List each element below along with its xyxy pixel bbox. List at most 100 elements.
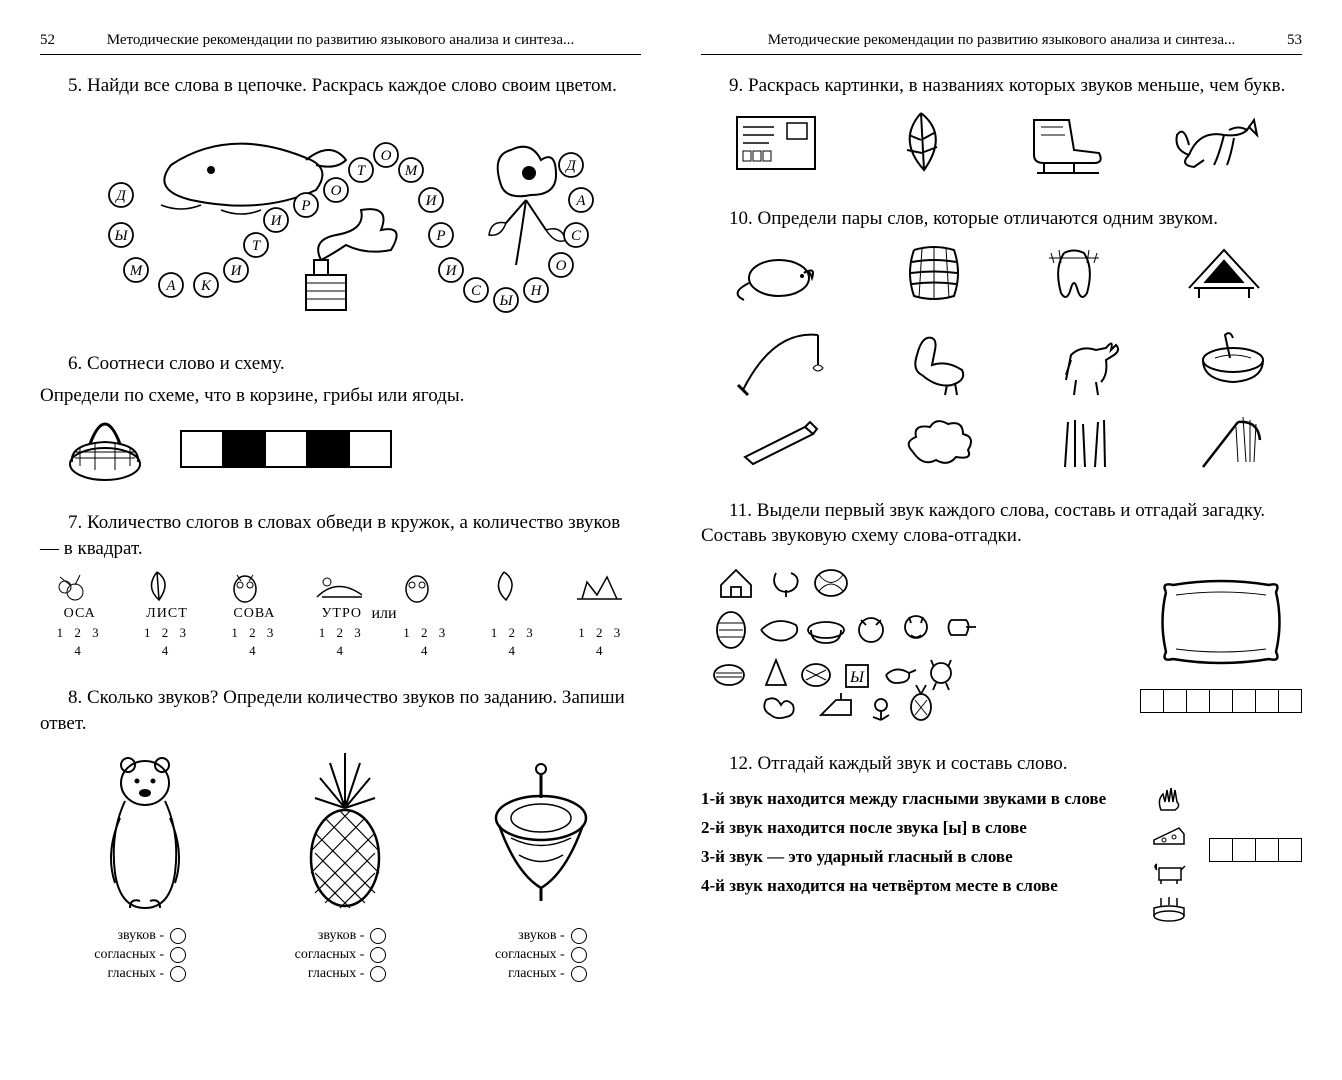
- riddle-icons: Ы: [701, 555, 1061, 725]
- svg-text:А: А: [575, 193, 586, 209]
- task-6-text-a: 6. Соотнеси слово и схему.: [40, 351, 641, 377]
- hand-icon: [1149, 782, 1189, 814]
- task-5: 5. Найди все слова в цепочке. Раскрась к…: [40, 73, 641, 339]
- task-7-text: 7. Количество слогов в словах обведи в к…: [40, 510, 641, 561]
- svg-text:К: К: [200, 278, 212, 294]
- svg-text:С: С: [570, 228, 581, 244]
- envelope-icon: [729, 105, 824, 180]
- blank-2: 1 2 3 4: [484, 567, 543, 659]
- task-9-text: 9. Раскрась картинки, в названиях которы…: [701, 73, 1302, 99]
- svg-text:И: И: [269, 213, 282, 229]
- roof-icon: [1179, 238, 1269, 308]
- task-9-illustration: [701, 105, 1302, 180]
- task-6-text-b: Определи по схеме, что в корзине, грибы …: [40, 383, 641, 409]
- barrel-icon: [894, 238, 974, 308]
- running-head-right: Методические рекомендации по развитию яз…: [741, 30, 1262, 50]
- task-7-or: или: [371, 603, 396, 625]
- task-12: 12. Отгадай каждый звук и составь слово.…: [701, 751, 1302, 925]
- cow-icon: [1149, 856, 1189, 886]
- task-9: 9. Раскрась картинки, в названиях которы…: [701, 73, 1302, 194]
- task-8-bear: [80, 743, 210, 913]
- task-8-top: [481, 743, 601, 913]
- word-utro: УТРО 1 2 3 4: [312, 567, 371, 659]
- pillow-icon: [1151, 567, 1291, 677]
- cheese-icon: [1149, 820, 1189, 850]
- book-spread: 52 Методические рекомендации по развитию…: [0, 0, 1342, 1080]
- task-8-pineapple: [290, 743, 400, 913]
- sound-block-2: звуков - согласных - гласных -: [295, 927, 387, 984]
- svg-text:Д: Д: [114, 188, 127, 204]
- reeds-icon: [1050, 412, 1120, 472]
- task-12-body: 1-й звук находится между гласными звукам…: [701, 782, 1302, 924]
- word-sova: СОВА 1 2 3 4: [225, 567, 284, 659]
- svg-text:И: И: [229, 263, 242, 279]
- task-10-illustration: [701, 238, 1302, 472]
- skates-icon: [1019, 105, 1114, 180]
- task-8: 8. Сколько звуков? Определи количество з…: [40, 685, 641, 983]
- svg-text:А: А: [165, 278, 176, 294]
- svg-text:О: О: [380, 148, 391, 164]
- task-12-text: 12. Отгадай каждый звук и составь слово.: [701, 751, 1302, 777]
- task-6: 6. Соотнеси слово и схему. Определи по с…: [40, 351, 641, 498]
- task-11-answer: [1140, 567, 1302, 713]
- tooth-icon: [1039, 238, 1114, 308]
- sound-block-1: звуков - согласных - гласных -: [94, 927, 186, 984]
- pen-icon: [735, 412, 830, 472]
- porridge-icon: [1195, 320, 1270, 400]
- svg-text:Н: Н: [529, 283, 542, 299]
- task-7-left-group: ОСА 1 2 3 4 ЛИСТ 1 2 3 4 СОВА 1 2 3 4: [50, 567, 371, 659]
- page-left: 52 Методические рекомендации по развитию…: [40, 30, 641, 1050]
- svg-text:Ы: Ы: [113, 228, 128, 244]
- task-8-labels-row: звуков - согласных - гласных - звуков - …: [40, 927, 641, 984]
- scythe-icon: [1188, 412, 1268, 472]
- sound-scheme: [180, 430, 392, 468]
- task-10-text: 10. Определи пары слов, которые отличают…: [701, 206, 1302, 232]
- goose-icon: [897, 320, 982, 400]
- basket-icon: [60, 414, 150, 484]
- task-6-illustration: [40, 414, 641, 484]
- answer-boxes-7: [1140, 689, 1302, 713]
- svg-text:Ы: Ы: [498, 293, 513, 309]
- goat-icon: [1046, 320, 1131, 400]
- clue-4: 4-й звук находится на четвёртом месте в …: [701, 875, 1129, 898]
- task-8-text: 8. Сколько звуков? Определи количество з…: [40, 685, 641, 736]
- task-11: 11. Выдели первый звук каждого слова, со…: [701, 498, 1302, 739]
- leaf-icon: [879, 105, 964, 180]
- answer-boxes-4: [1209, 838, 1302, 862]
- svg-text:Д: Д: [564, 158, 577, 174]
- task-11-illustration: Ы: [701, 555, 1302, 725]
- page-number-left: 52: [40, 30, 80, 50]
- blank-3: 1 2 3 4: [572, 567, 631, 659]
- svg-text:И: И: [424, 193, 437, 209]
- word-osa: ОСА 1 2 3 4: [50, 567, 109, 659]
- task-5-text: 5. Найди все слова в цепочке. Раскрась к…: [40, 73, 641, 99]
- task-7-illustration: ОСА 1 2 3 4 ЛИСТ 1 2 3 4 СОВА 1 2 3 4: [40, 567, 641, 659]
- clue-1: 1-й звук находится между гласными звукам…: [701, 788, 1129, 811]
- svg-text:С: С: [470, 283, 481, 299]
- task-12-icons: [1149, 782, 1189, 924]
- running-head-left: Методические рекомендации по развитию яз…: [80, 30, 601, 50]
- fishing-rod-icon: [733, 320, 833, 400]
- task-11-text: 11. Выдели первый звук каждого слова, со…: [701, 498, 1302, 549]
- cake-icon: [1149, 892, 1189, 924]
- page-right: Методические рекомендации по развитию яз…: [701, 30, 1302, 1050]
- svg-text:О: О: [330, 183, 341, 199]
- svg-text:Ы: Ы: [849, 669, 865, 686]
- svg-text:Р: Р: [435, 228, 445, 244]
- rat-icon: [734, 238, 829, 308]
- word-list: ЛИСТ 1 2 3 4: [137, 567, 196, 659]
- clue-2: 2-й звук находится после звука [ы] в сло…: [701, 817, 1129, 840]
- task-10: 10. Определи пары слов, которые отличают…: [701, 206, 1302, 486]
- page-header-left: 52 Методические рекомендации по развитию…: [40, 30, 641, 55]
- svg-text:Р: Р: [300, 198, 310, 214]
- cloud-icon: [898, 412, 983, 472]
- fox-icon: [1169, 105, 1274, 180]
- svg-text:М: М: [128, 263, 143, 279]
- task-12-clues: 1-й звук находится между гласными звукам…: [701, 782, 1129, 904]
- task-7-right-group: 1 2 3 4 1 2 3 4 1 2 3 4: [397, 567, 631, 659]
- blank-1: 1 2 3 4: [397, 567, 456, 659]
- clue-3: 3-й звук — это ударный гласный в слове: [701, 846, 1129, 869]
- task-5-illustration: ДЫМАКИТИРОТОМИРИСЫНОСАД: [40, 105, 641, 325]
- svg-text:О: О: [555, 258, 566, 274]
- svg-text:И: И: [444, 263, 457, 279]
